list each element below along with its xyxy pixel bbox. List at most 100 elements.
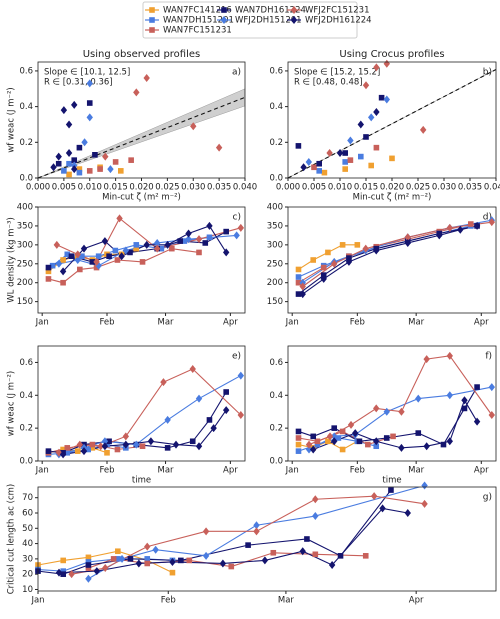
marker [86,79,93,88]
axes-frame [37,345,246,462]
marker [222,248,230,257]
marker [164,445,171,451]
marker [310,433,317,440]
marker [339,242,346,248]
marker [65,149,73,158]
marker [331,437,338,446]
marker [488,411,495,419]
x-tick-label: Apr [474,466,489,476]
x-tick-label: 0.020 [380,183,404,193]
axes-frame [287,61,497,179]
y-tick-label: 0.2 [19,138,33,148]
marker [112,159,119,165]
marker [190,122,197,131]
marker [253,527,260,536]
x-tick-label: Apr [474,318,489,328]
y-tick-label: 150 [17,297,33,307]
marker [237,223,245,232]
marker [335,435,342,441]
marker [336,149,344,158]
y-tick-label: 0.4 [19,102,33,112]
y-tick-label: 0.4 [19,391,33,401]
marker [115,556,121,562]
marker [347,157,354,163]
axes-frame [37,61,246,179]
y-tick-label: 0.2 [269,424,283,434]
marker [321,169,328,176]
y-tick-label: 0.2 [19,424,33,434]
marker [342,150,348,156]
y-tick-label: 20 [22,570,33,580]
marker [398,407,405,416]
marker [55,160,62,167]
y-tick-label: 300 [267,240,283,250]
marker [86,168,93,174]
marker [237,411,245,419]
marker [53,240,61,249]
marker [196,249,202,256]
marker [295,279,302,286]
marker [373,63,380,72]
x-tick-label: Jan [35,466,49,476]
marker [337,553,344,559]
plot-area [48,368,242,455]
y-tick-label: 0.6 [269,358,283,368]
plot-area [298,219,492,295]
plot-area [48,217,241,284]
marker [66,171,72,178]
marker [295,435,302,441]
panel-title: Using observed profiles [83,49,201,60]
marker [139,259,146,265]
marker [60,279,66,286]
series-line [302,225,478,295]
marker [147,437,155,446]
legend-marker [149,7,155,13]
marker [128,157,134,163]
x-tick-label: 0.030 [432,183,456,193]
marker [222,406,230,415]
x-axis-label: Min-cut ζ (m² m⁻²) [353,193,432,203]
x-tick-label: Feb [99,466,114,476]
marker [446,437,453,446]
marker [86,100,93,106]
x-tick-label: Apr [223,318,238,328]
y-tick-label: 0.6 [269,66,283,76]
x-tick-label: Apr [223,466,238,476]
panel-label: c) [233,213,241,223]
marker [206,234,213,241]
marker [64,445,71,451]
marker [228,563,235,570]
x-tick-label: Jan [35,318,49,328]
marker [362,244,369,253]
marker [219,559,227,568]
marker [49,262,56,269]
marker [74,448,81,454]
y-tick-label: 250 [17,259,33,269]
marker [133,88,140,97]
marker [488,383,495,392]
marker [152,545,159,554]
marker [122,440,130,449]
marker [64,449,71,456]
marker [467,221,474,227]
marker [77,266,83,273]
marker [172,440,180,449]
marker [339,428,346,435]
marker [362,81,370,90]
marker [473,221,481,230]
marker [114,257,121,263]
marker [169,557,176,566]
marker [133,440,140,449]
marker [181,238,188,244]
x-tick-label: Feb [99,318,114,328]
marker [356,438,363,445]
marker [139,443,146,450]
legend-label: WFJ2DH161224 [305,16,372,26]
x-tick-label: 0.035 [207,183,231,193]
x-axis-label: Min-cut ζ (m² m⁻²) [102,193,181,203]
marker [185,229,192,238]
marker [457,225,464,234]
marker [101,437,109,446]
marker [89,259,96,265]
x-axis-label: time [382,476,401,486]
